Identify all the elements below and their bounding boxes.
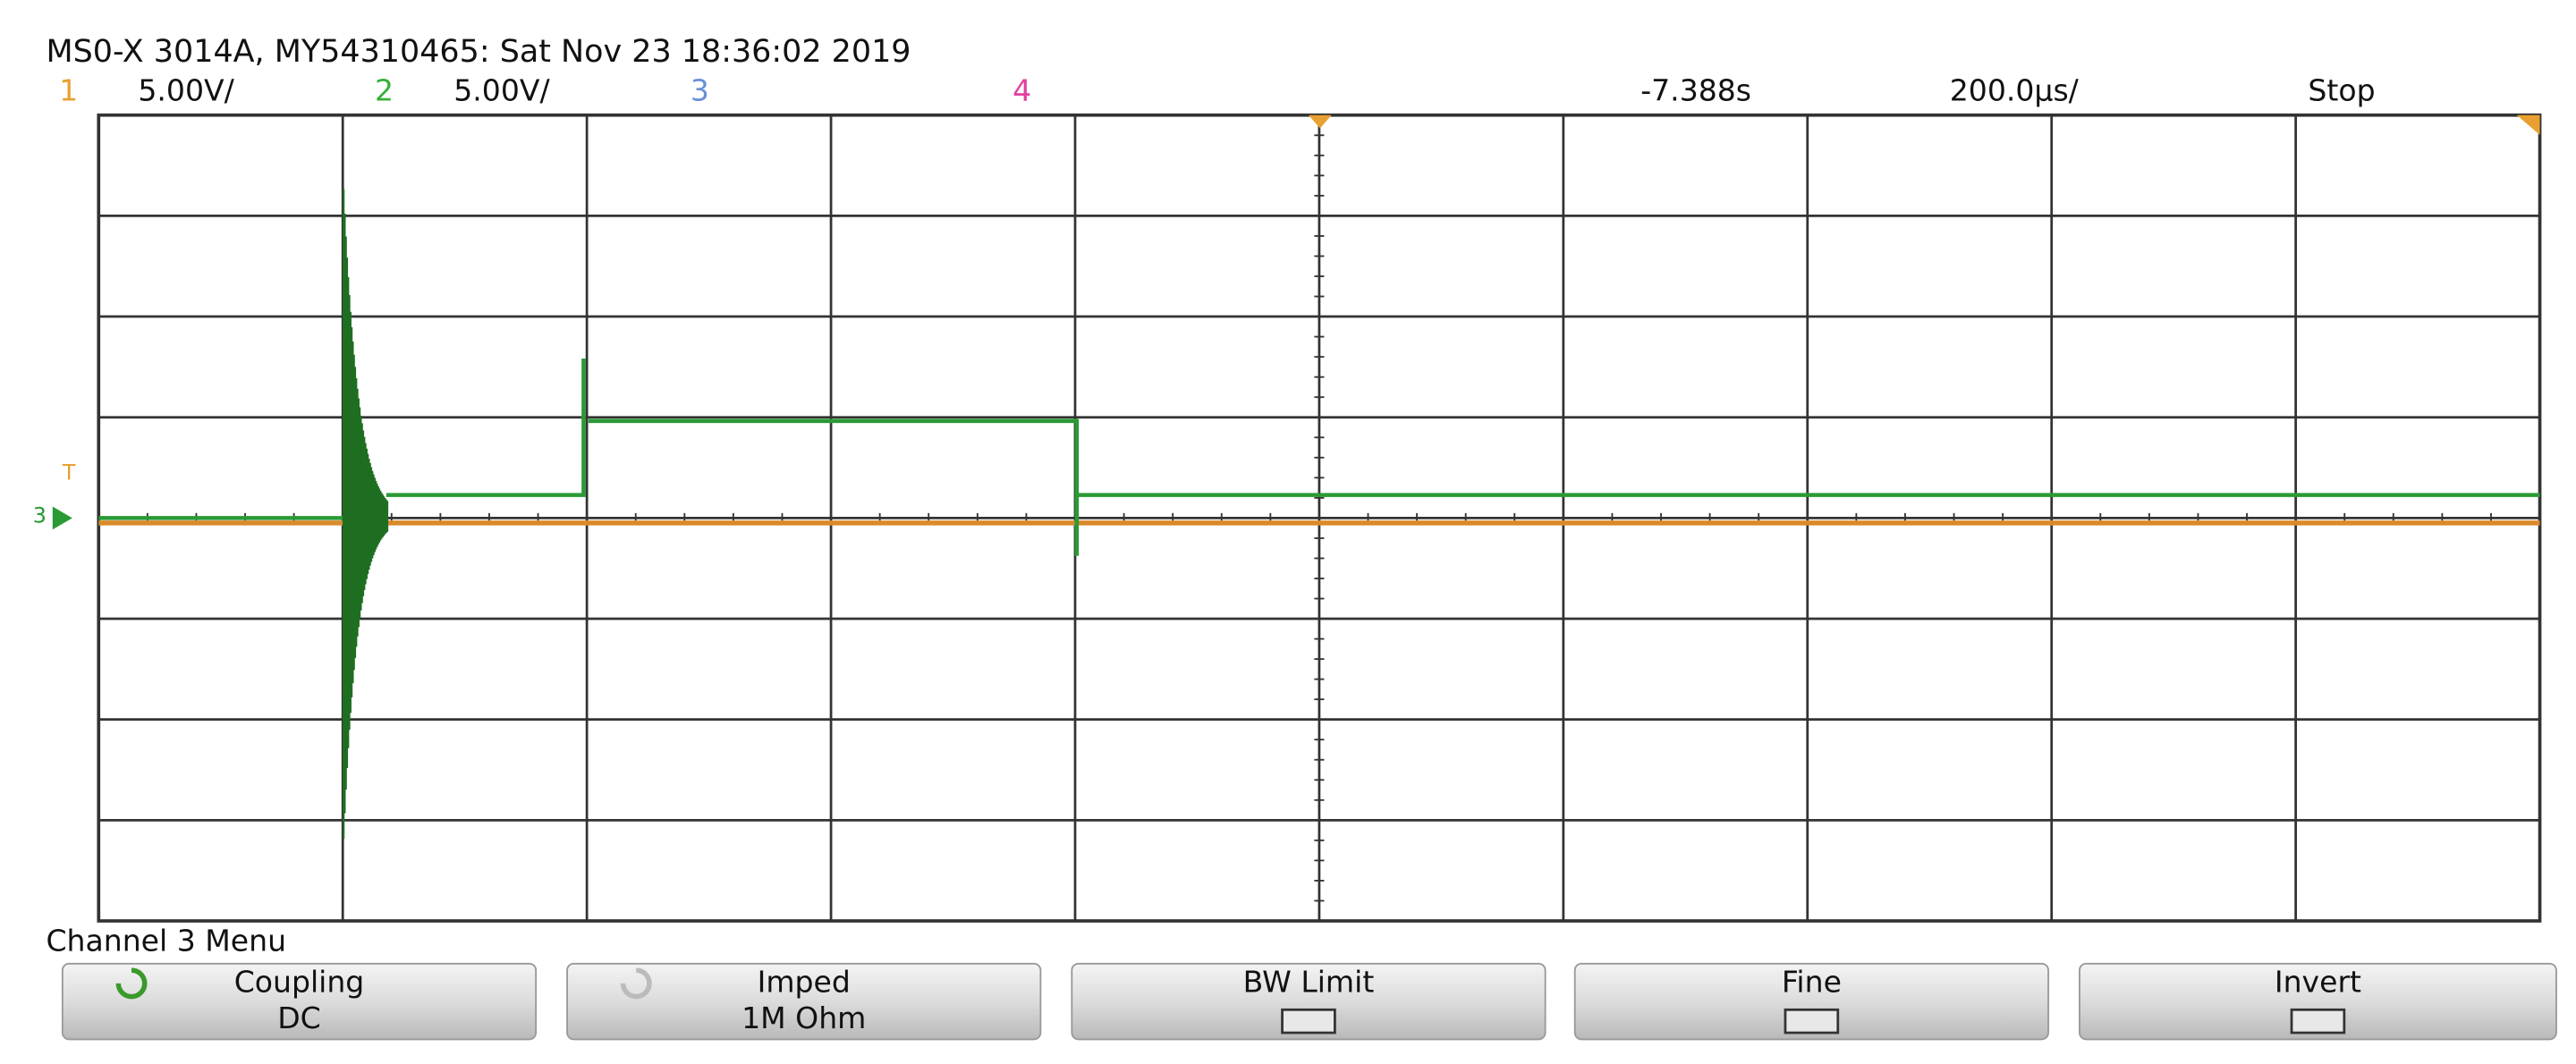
softkey[interactable] — [1071, 962, 1546, 1041]
softkey-knob-icon — [620, 967, 652, 1000]
channel-number: 2 — [375, 72, 394, 107]
graticule — [97, 114, 2541, 922]
trigger-position-marker — [1308, 114, 1332, 129]
softkey-label: Imped — [758, 964, 851, 999]
softkey[interactable] — [1573, 962, 2049, 1041]
softkey[interactable] — [2079, 962, 2557, 1041]
softkey-knob-icon — [115, 967, 148, 1000]
softkey-checkbox — [1281, 1008, 1336, 1034]
traces — [98, 189, 2540, 840]
channel-number: 1 — [59, 72, 78, 107]
timebase: 200.0µs/ — [1950, 72, 2080, 107]
trigger-level-marker: T — [62, 460, 76, 486]
channel-marker: 3 — [33, 503, 47, 528]
softkey-label: BW Limit — [1243, 964, 1375, 999]
softkey[interactable] — [61, 962, 538, 1041]
softkey-label: Fine — [1782, 964, 1842, 999]
softkey-label: Coupling — [234, 964, 365, 999]
channel-2-burst — [343, 189, 389, 840]
softkey[interactable] — [566, 962, 1042, 1041]
channel-scale: 5.00V/ — [138, 72, 234, 107]
corner-marker — [2516, 114, 2540, 135]
channel-ground-marker — [52, 506, 72, 530]
run-state: Stop — [2308, 72, 2375, 107]
channel-scale: 5.00V/ — [453, 72, 550, 107]
delay: -7.388s — [1640, 72, 1751, 107]
softkey-label: Invert — [2275, 964, 2361, 999]
channel-number: 3 — [691, 72, 709, 107]
menu-title: Channel 3 Menu — [46, 923, 286, 958]
softkey-value: 1M Ohm — [741, 1001, 866, 1035]
header-title: MS0-X 3014A, MY54310465: Sat Nov 23 18:3… — [46, 34, 911, 70]
softkey-checkbox — [1784, 1008, 1840, 1034]
channel-number: 4 — [1013, 72, 1031, 107]
softkey-checkbox — [2290, 1008, 2346, 1034]
softkey-value: DC — [277, 1001, 321, 1035]
channel-2-trace — [98, 358, 2540, 556]
